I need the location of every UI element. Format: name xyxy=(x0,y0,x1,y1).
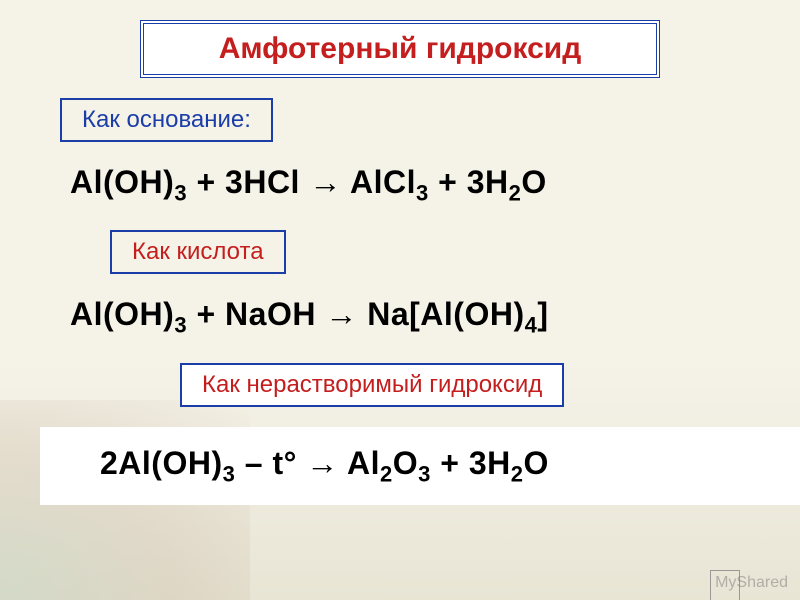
label-insoluble: Как нерастворимый гидроксид xyxy=(180,363,564,407)
equation-insoluble-box: 2Al(OH)3 – t° → Al2O3 + 3H2O xyxy=(40,427,800,505)
label-as-acid-text: Как кислота xyxy=(132,238,264,265)
eq-b-5: O xyxy=(521,164,546,200)
slide-content: Амфотерный гидроксид Как основание: Al(O… xyxy=(0,0,800,525)
eq-i-2: Al xyxy=(339,445,380,481)
eq-i-arrow: → xyxy=(306,445,339,481)
equation-insoluble: 2Al(OH)3 – t° → Al2O3 + 3H2O xyxy=(100,445,780,487)
eq-a-4: ] xyxy=(537,296,548,332)
equation-acid: Al(OH)3 + NaOH → Na[Al(OH)4] xyxy=(70,296,760,338)
label-as-base: Как основание: xyxy=(60,98,273,142)
label-insoluble-text: Как нерастворимый гидроксид xyxy=(202,371,542,398)
eq-i-s4: 2 xyxy=(511,461,524,486)
eq-a-s2: 4 xyxy=(525,313,538,338)
eq-i-3: O xyxy=(393,445,418,481)
eq-a-s1: 3 xyxy=(174,313,187,338)
eq-a-2: + NaOH xyxy=(187,296,325,332)
eq-b-4: + 3H xyxy=(429,164,509,200)
eq-b-2: + 3HCl xyxy=(187,164,309,200)
title-box: Амфотерный гидроксид xyxy=(140,20,660,78)
eq-a-1: Al(OH) xyxy=(70,296,174,332)
equation-base: Al(OH)3 + 3HCl → AlCl3 + 3H2O xyxy=(70,164,760,206)
eq-b-s2: 3 xyxy=(416,180,429,205)
eq-b-1: Al(OH) xyxy=(70,164,174,200)
eq-a-arrow: → xyxy=(325,296,358,332)
eq-i-cond: – t° xyxy=(235,445,306,481)
watermark: MyShared xyxy=(715,574,788,592)
eq-i-s3: 3 xyxy=(418,461,431,486)
eq-a-3: Na[Al(OH) xyxy=(358,296,525,332)
eq-i-4: + 3H xyxy=(431,445,511,481)
eq-b-s3: 2 xyxy=(509,180,522,205)
eq-b-arrow: → xyxy=(309,164,342,200)
eq-i-s2: 2 xyxy=(380,461,393,486)
eq-i-1: 2Al(OH) xyxy=(100,445,223,481)
eq-b-s1: 3 xyxy=(174,180,187,205)
title-text: Амфотерный гидроксид xyxy=(219,32,582,65)
label-as-base-text: Как основание: xyxy=(82,106,251,133)
eq-i-5: O xyxy=(524,445,549,481)
label-as-acid: Как кислота xyxy=(110,230,286,274)
eq-b-3: AlCl xyxy=(342,164,416,200)
eq-i-s1: 3 xyxy=(223,461,236,486)
